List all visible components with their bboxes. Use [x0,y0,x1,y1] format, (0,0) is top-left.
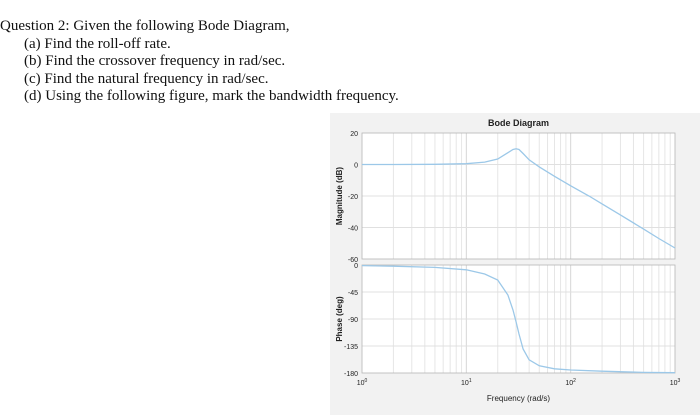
question-heading: Question 2: Given the following Bode Dia… [0,18,290,34]
xtick-label: 101 [461,378,472,387]
question-item-c: (c) Find the natural frequency in rad/se… [24,70,269,87]
phase-series-line [361,264,676,374]
magnitude-ytick-label: -60 [348,257,358,264]
bode-figure: 20 0 -20 -40 -60 Magnitude (dB) 0 -45 -90 -135 -18… [330,113,700,415]
chart-title: Bode Diagram [488,118,549,128]
phase-ytick-label: 0 [354,263,358,270]
question-item-b: (b) Find the crossover frequency in rad/… [24,53,286,69]
phase-ytick-label: -135 [344,344,358,351]
magnitude-ytick-label: 20 [350,131,358,138]
bode-diagram: 20 0 -20 -40 -60 Magnitude (dB) 0 -45 -90 -135 -18… [335,118,681,403]
magnitude-ytick-label: 0 [354,163,358,170]
phase-axes-frame [361,264,676,374]
chart-xlabel: Frequency (rad/s) [487,394,550,403]
magnitude-ylabel: Magnitude (dB) [335,167,344,226]
magnitude-ytick-label: -40 [348,226,358,233]
xtick-label: 102 [565,378,576,387]
question-text: Question 2: Given the following Bode Dia… [0,18,460,106]
question-item-a: (a) Find the roll-off rate. [24,35,171,52]
phase-ytick-label: -45 [348,290,358,297]
magnitude-series-line [362,148,676,249]
phase-ylabel: Phase (deg) [335,296,344,342]
phase-ytick-label: -180 [344,371,358,378]
magnitude-ytick-label: -20 [348,194,358,201]
xtick-label: 103 [670,378,681,387]
phase-ytick-label: -90 [348,317,358,324]
xtick-label: 100 [357,378,368,387]
magnitude-axes-frame [361,132,676,260]
question-item-d: (d) Using the following figure, mark the… [24,88,399,104]
